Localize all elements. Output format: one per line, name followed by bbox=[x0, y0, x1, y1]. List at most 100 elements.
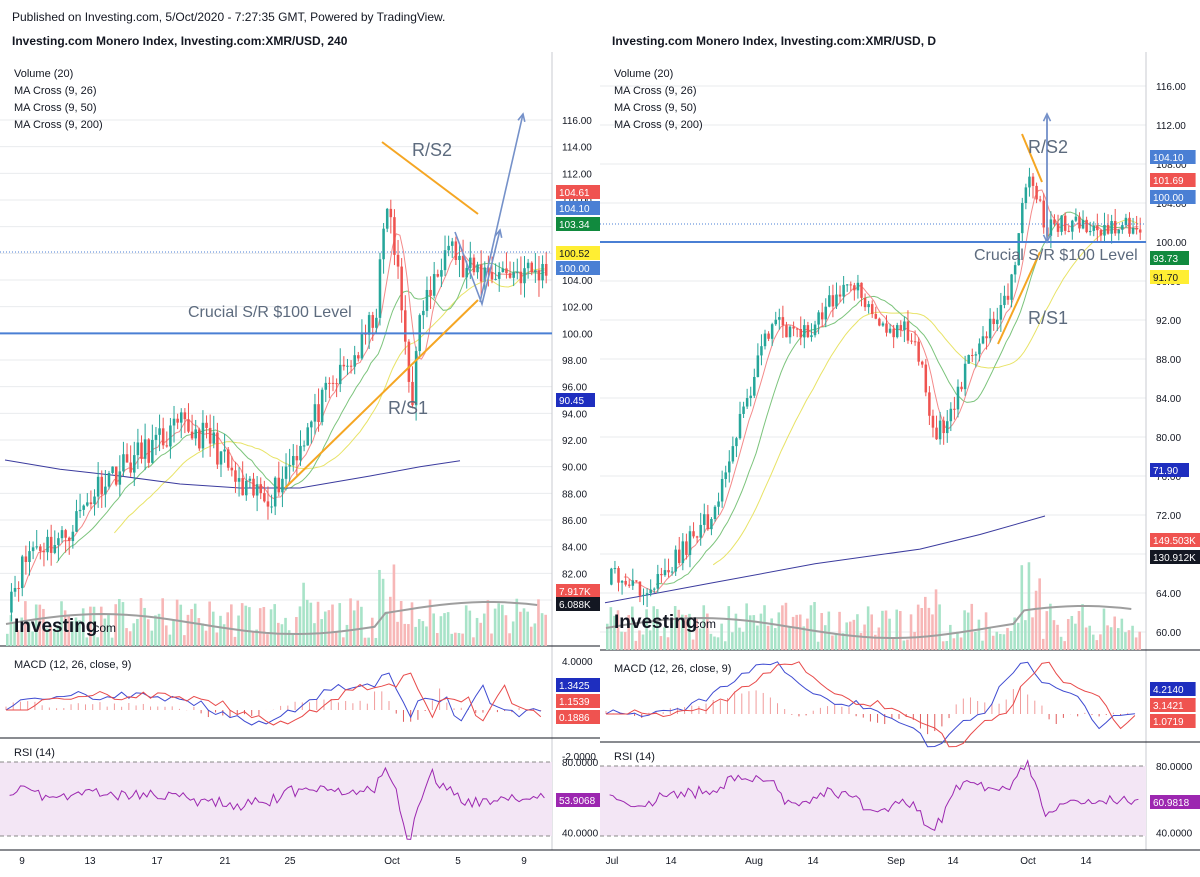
x-tick-label: 14 bbox=[947, 856, 959, 867]
candle-body bbox=[458, 255, 461, 261]
indicator-legend-item: MA Cross (9, 50) bbox=[614, 102, 697, 114]
macd-value-bg bbox=[556, 710, 600, 724]
price-tick-label: 82.00 bbox=[562, 569, 587, 580]
volume-bar bbox=[515, 598, 519, 646]
candle-body bbox=[133, 455, 136, 473]
volume-bar bbox=[540, 613, 544, 646]
x-tick-label: 14 bbox=[807, 856, 819, 867]
volume-bar bbox=[305, 599, 309, 646]
candle-body bbox=[892, 328, 895, 338]
price-tick-label: 90.00 bbox=[562, 463, 587, 474]
candle-body bbox=[717, 501, 720, 507]
candle-body bbox=[295, 456, 299, 461]
candle-body bbox=[867, 304, 870, 308]
candle-body bbox=[1121, 225, 1124, 230]
indicator-legend-item: MA Cross (9, 26) bbox=[614, 85, 697, 97]
chart-daily[interactable]: 116.00112.00108.00104.00100.0096.0092.00… bbox=[600, 52, 1200, 877]
candle-body bbox=[713, 506, 717, 520]
price-label: 71.90 bbox=[1153, 466, 1178, 477]
candle-body bbox=[1053, 219, 1056, 224]
candle-body bbox=[10, 591, 13, 613]
volume-bar bbox=[638, 630, 641, 650]
rsi-band bbox=[0, 762, 552, 836]
candle-body bbox=[385, 208, 389, 229]
indicator-legend-item: Volume (20) bbox=[14, 68, 73, 80]
candle-body bbox=[505, 268, 508, 274]
candle-body bbox=[49, 536, 53, 553]
annotation-crucial-sr: Crucial S/R $100 Level bbox=[188, 304, 352, 321]
chart-title-4h: Investing.com Monero Index, Investing.co… bbox=[12, 34, 348, 48]
candle-body bbox=[230, 467, 234, 471]
candle-body bbox=[853, 285, 856, 291]
candle-body bbox=[985, 336, 988, 339]
volume-bar bbox=[143, 607, 146, 646]
volume-bar bbox=[756, 625, 759, 650]
volume-bar bbox=[60, 601, 63, 646]
candle-body bbox=[1067, 230, 1070, 232]
volume-bar bbox=[795, 614, 798, 650]
volume-bar bbox=[493, 608, 497, 646]
candle-body bbox=[288, 465, 291, 467]
candle-body bbox=[1099, 230, 1103, 236]
candle-body bbox=[313, 404, 317, 422]
volume-bar bbox=[1020, 565, 1024, 650]
rsi-band bbox=[600, 766, 1146, 836]
candle-body bbox=[1124, 217, 1128, 226]
volume-bar bbox=[295, 617, 298, 646]
candle-body bbox=[42, 551, 46, 553]
price-label-bg bbox=[1150, 550, 1200, 564]
volume-bar bbox=[916, 604, 920, 650]
projection-arrow bbox=[454, 229, 501, 307]
volume-bar bbox=[1077, 611, 1081, 650]
price-label-bg bbox=[556, 393, 595, 407]
ma9-line bbox=[23, 233, 545, 588]
candle-body bbox=[57, 538, 60, 546]
candle-body bbox=[483, 267, 487, 282]
volume-bar bbox=[752, 615, 756, 650]
candle-body bbox=[454, 241, 458, 261]
price-label-bg bbox=[556, 185, 600, 199]
candle-body bbox=[799, 328, 802, 338]
price-label-bg bbox=[556, 261, 600, 275]
chart-4h[interactable]: 116.00114.00112.00110.00108.00106.00104.… bbox=[0, 52, 600, 877]
candle-body bbox=[526, 262, 530, 269]
volume-bar bbox=[1013, 617, 1016, 650]
volume-bar bbox=[963, 610, 966, 650]
price-tick-label: 94.00 bbox=[562, 409, 587, 420]
arrow-head bbox=[494, 228, 503, 238]
candle-body bbox=[122, 454, 125, 472]
x-tick-label: 14 bbox=[1080, 856, 1092, 867]
volume-bar bbox=[1134, 637, 1138, 650]
volume-bar bbox=[720, 623, 723, 650]
candle-body bbox=[903, 321, 906, 331]
volume-bar bbox=[659, 636, 663, 650]
price-tick-label: 64.00 bbox=[1156, 589, 1181, 600]
volume-bar bbox=[490, 633, 493, 646]
volume-bar bbox=[233, 636, 237, 646]
candle-body bbox=[1042, 200, 1045, 228]
volume-bar bbox=[280, 624, 284, 646]
volume-bar bbox=[157, 613, 161, 646]
volume-bar bbox=[791, 616, 795, 650]
volume-bar bbox=[613, 615, 616, 650]
volume-bar bbox=[723, 641, 727, 650]
candle-body bbox=[28, 551, 31, 563]
candle-body bbox=[31, 547, 35, 552]
volume-bar bbox=[439, 616, 443, 646]
price-tick-label: 112.00 bbox=[562, 169, 592, 180]
price-tick-label: 104.00 bbox=[1156, 199, 1187, 210]
price-tick-label: 112.00 bbox=[1156, 121, 1186, 132]
volume-bar bbox=[770, 618, 773, 650]
candle-body bbox=[620, 580, 624, 583]
candle-body bbox=[89, 502, 93, 505]
trend-line bbox=[284, 299, 479, 489]
candle-body bbox=[863, 297, 867, 308]
volume-bar bbox=[360, 606, 363, 646]
volume-bar bbox=[874, 634, 877, 650]
volume-bar bbox=[634, 640, 638, 650]
price-label: 7.917K bbox=[559, 587, 591, 598]
candle-body bbox=[17, 587, 20, 589]
candle-body bbox=[53, 545, 57, 553]
volume-bar bbox=[1106, 625, 1109, 650]
volume-bar bbox=[215, 632, 219, 646]
